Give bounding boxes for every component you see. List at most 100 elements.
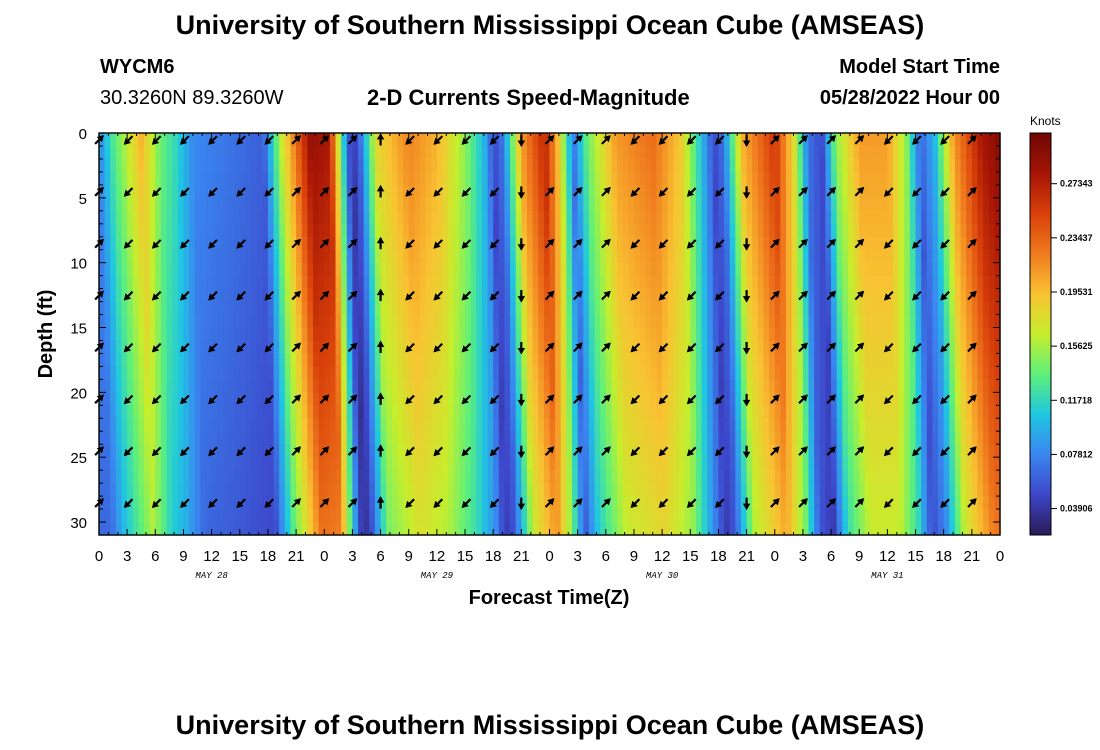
heatmap-cell (262, 158, 269, 173)
heatmap-cell (138, 340, 145, 355)
heatmap-cell (881, 496, 888, 510)
heatmap-cell (262, 353, 269, 368)
heatmap-cell (707, 392, 714, 406)
heatmap-cell (859, 379, 866, 393)
heatmap-cell (380, 470, 387, 484)
heatmap-cell (166, 210, 173, 225)
heatmap-cell (870, 223, 877, 238)
heatmap-cell (560, 509, 567, 523)
heatmap-cell (679, 431, 686, 445)
heatmap-cell (205, 249, 213, 264)
heatmap-cell (189, 249, 196, 264)
heatmap-cell (904, 223, 911, 238)
heatmap-cell (628, 431, 635, 445)
heatmap-cell (228, 133, 235, 147)
heatmap-cell (763, 483, 770, 497)
heatmap-cell (667, 366, 674, 380)
heatmap-cell (695, 509, 703, 523)
heatmap-cell (279, 171, 286, 186)
heatmap-cell (926, 457, 934, 471)
heatmap-cell (149, 158, 156, 173)
heatmap-cell (465, 262, 472, 277)
heatmap-cell (639, 509, 646, 523)
heatmap-cell (988, 522, 995, 536)
heatmap-cell (498, 522, 506, 536)
heatmap-cell (763, 327, 770, 342)
heatmap-cell (600, 457, 607, 471)
heatmap-cell (245, 145, 252, 160)
heatmap-cell (510, 483, 517, 497)
heatmap-cell (740, 158, 748, 173)
heatmap-cell (183, 223, 190, 238)
heatmap-cell (786, 327, 793, 342)
heatmap-cell (566, 275, 573, 290)
heatmap-cell (560, 431, 567, 445)
heatmap-cell (498, 366, 506, 380)
heatmap-cell (307, 133, 314, 147)
heatmap-cell (324, 379, 331, 393)
heatmap-cell (887, 249, 894, 264)
heatmap-cell (526, 197, 534, 212)
heatmap-cell (555, 522, 562, 536)
heatmap-cell (960, 366, 967, 380)
heatmap-cell (296, 379, 303, 393)
heatmap-cell (448, 379, 455, 393)
heatmap-cell (611, 327, 618, 342)
heatmap-cell (898, 353, 905, 368)
heatmap-cell (870, 509, 877, 523)
heatmap-cell (465, 418, 472, 432)
heatmap-cell (127, 210, 134, 225)
heatmap-cell (718, 522, 725, 536)
heatmap-cell (949, 509, 956, 523)
heatmap-cell (290, 133, 297, 147)
heatmap-cell (617, 158, 624, 173)
heatmap-cell (329, 314, 337, 329)
heatmap-cell (419, 405, 427, 419)
heatmap-cell (369, 171, 376, 186)
heatmap-cell (639, 223, 646, 238)
heatmap-cell (442, 496, 449, 510)
heatmap-cell (786, 418, 793, 432)
heatmap-cell (594, 158, 601, 173)
heatmap-cell (403, 379, 410, 393)
heatmap-cell (752, 184, 759, 199)
heatmap-cell (712, 366, 720, 380)
heatmap-cell (515, 366, 522, 380)
heatmap-cell (526, 171, 534, 186)
heatmap-cell (667, 483, 674, 497)
heatmap-cell (774, 418, 781, 432)
heatmap-cell (881, 249, 888, 264)
heatmap-cell (909, 197, 917, 212)
heatmap-cell (825, 366, 832, 380)
heatmap-cell (909, 483, 917, 497)
heatmap-cell (921, 353, 928, 368)
heatmap-cell (622, 379, 629, 393)
heatmap-cell (780, 366, 787, 380)
heatmap-cell (279, 457, 286, 471)
heatmap-cell (780, 210, 787, 225)
heatmap-cell (341, 522, 348, 536)
heatmap-cell (380, 184, 387, 199)
heatmap-cell (374, 223, 382, 238)
heatmap-cell (149, 522, 156, 536)
heatmap-cell (177, 171, 185, 186)
heatmap-cell (594, 366, 601, 380)
heatmap-cell (459, 210, 466, 225)
heatmap-cell (786, 509, 793, 523)
heatmap-cell (566, 145, 573, 160)
heatmap-cell (988, 444, 995, 458)
heatmap-cell (735, 197, 742, 212)
heatmap-cell (549, 366, 556, 380)
heatmap-cell (842, 522, 849, 536)
heatmap-cell (752, 379, 759, 393)
heatmap-cell (459, 171, 466, 186)
heatmap-cell (532, 496, 539, 510)
heatmap-cell (504, 184, 511, 199)
heatmap-cell (267, 353, 275, 368)
heatmap-cell (470, 483, 477, 497)
heatmap-cell (369, 353, 376, 368)
heatmap-cell (284, 405, 292, 419)
heatmap-cell (543, 171, 551, 186)
heatmap-cell (166, 392, 173, 406)
heatmap-cell (414, 392, 421, 406)
